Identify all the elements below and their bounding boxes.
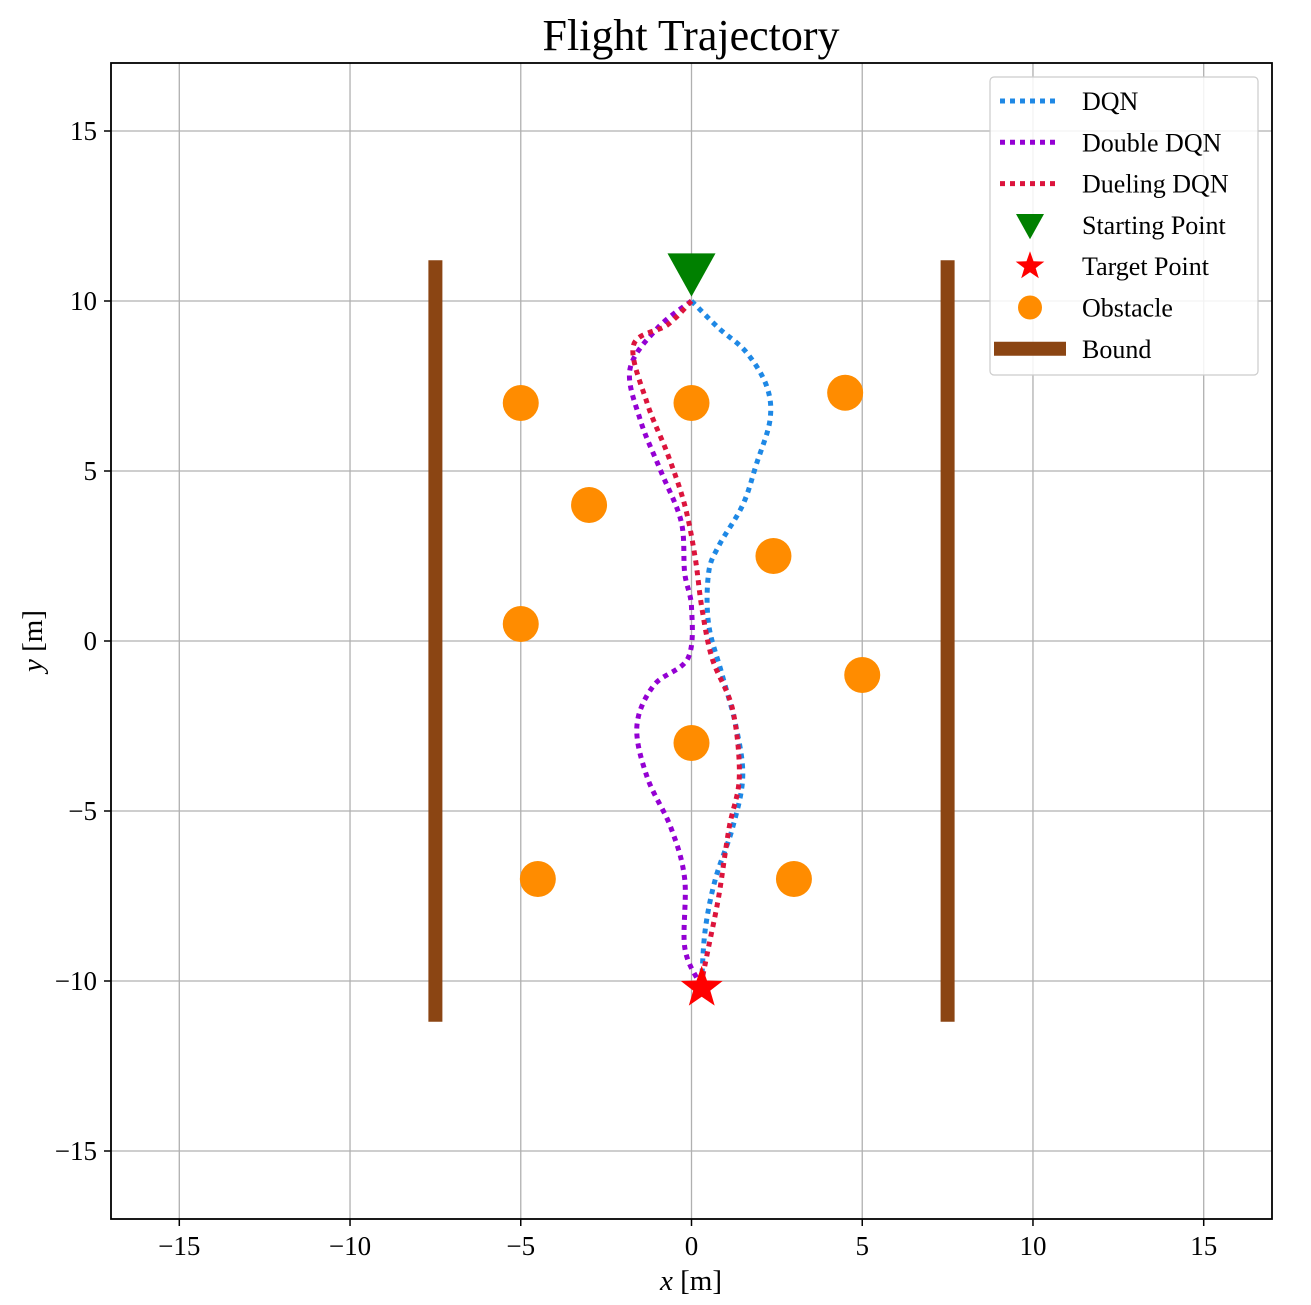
legend-swatch-starting-point bbox=[1016, 214, 1044, 240]
y-tick-label: 10 bbox=[70, 286, 97, 316]
obstacle-marker bbox=[673, 385, 710, 421]
y-tick-label: −10 bbox=[55, 966, 97, 996]
legend-label-target-point: Target Point bbox=[1082, 252, 1210, 281]
obstacle-marker bbox=[502, 385, 539, 421]
legend-label-obstacle: Obstacle bbox=[1082, 294, 1173, 323]
x-axis-label: x [m] bbox=[659, 1265, 722, 1297]
trajectory-dueling-dqn bbox=[630, 299, 742, 982]
legend-label-dqn: DQN bbox=[1082, 87, 1139, 116]
y-tick-label: −15 bbox=[55, 1136, 97, 1166]
legend-label-double-dqn: Double DQN bbox=[1082, 128, 1222, 157]
legend: DQN Double DQN Dueling DQN Starting Point Ta… bbox=[989, 76, 1259, 376]
legend-label-starting-point: Starting Point bbox=[1082, 211, 1227, 240]
trajectory-dqn bbox=[689, 299, 774, 982]
x-tick-label: 15 bbox=[1190, 1231, 1217, 1261]
obstacle-marker bbox=[571, 487, 608, 523]
x-tick-label: −10 bbox=[329, 1231, 371, 1261]
y-ticks: −15 −10 −5 0 5 10 15 bbox=[55, 116, 111, 1166]
trajectories bbox=[626, 299, 774, 983]
bounds bbox=[428, 260, 955, 1022]
y-tick-label: 0 bbox=[84, 626, 98, 656]
obstacle-marker bbox=[519, 861, 556, 897]
x-tick-label: 5 bbox=[855, 1231, 869, 1261]
chart-title: Flight Trajectory bbox=[542, 11, 839, 60]
y-tick-label: 5 bbox=[84, 456, 98, 486]
x-tick-label: −5 bbox=[506, 1231, 535, 1261]
obstacle-marker bbox=[775, 861, 812, 897]
obstacle-marker bbox=[827, 374, 864, 411]
y-tick-label: −5 bbox=[68, 796, 97, 826]
y-tick-label: 15 bbox=[70, 116, 97, 146]
trajectory-double-dqn bbox=[626, 299, 701, 983]
starting-point-marker bbox=[667, 253, 716, 297]
obstacle-marker bbox=[844, 657, 881, 693]
obstacles bbox=[502, 374, 881, 897]
x-tick-label: 10 bbox=[1019, 1231, 1046, 1261]
y-axis-label: y [m] bbox=[17, 610, 49, 675]
legend-swatch-target-point bbox=[1015, 251, 1045, 279]
obstacle-marker bbox=[502, 606, 539, 642]
legend-swatch-obstacle bbox=[1018, 295, 1042, 320]
target-point-marker bbox=[680, 965, 723, 1006]
legend-label-dueling-dqn: Dueling DQN bbox=[1082, 170, 1229, 199]
x-tick-label: −15 bbox=[158, 1231, 200, 1261]
markers bbox=[667, 253, 723, 1006]
legend-label-bound: Bound bbox=[1082, 335, 1151, 364]
legend-box bbox=[989, 76, 1259, 376]
obstacle-marker bbox=[673, 725, 710, 761]
x-ticks: −15 −10 −5 0 5 10 15 bbox=[158, 1219, 1217, 1261]
obstacle-marker bbox=[755, 538, 792, 574]
x-tick-label: 0 bbox=[685, 1231, 699, 1261]
